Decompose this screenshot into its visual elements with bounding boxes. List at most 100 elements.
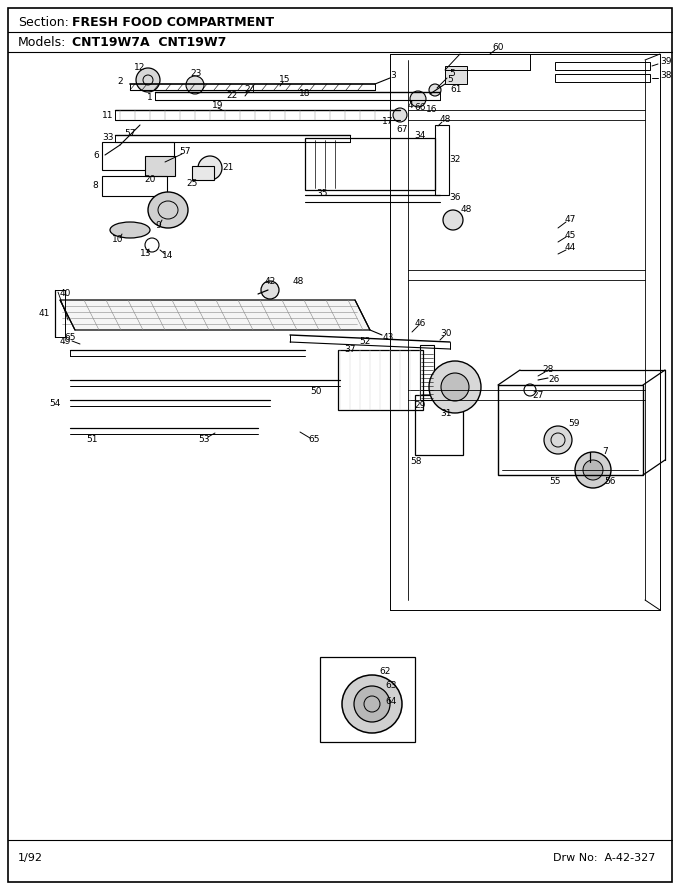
Text: 7: 7 xyxy=(602,448,608,457)
Text: 21: 21 xyxy=(222,164,234,173)
Text: 54: 54 xyxy=(50,399,61,408)
Text: 45: 45 xyxy=(564,231,576,239)
Text: 65: 65 xyxy=(308,435,320,444)
Text: 5: 5 xyxy=(449,69,455,78)
Text: 5: 5 xyxy=(447,76,453,85)
Text: 30: 30 xyxy=(440,329,452,338)
Bar xyxy=(338,350,423,410)
Text: 1/92: 1/92 xyxy=(18,853,43,863)
Ellipse shape xyxy=(136,68,160,92)
Text: 43: 43 xyxy=(382,333,394,342)
Text: 59: 59 xyxy=(568,419,580,428)
Text: 67: 67 xyxy=(396,125,408,134)
Text: 24: 24 xyxy=(244,85,256,94)
Text: 40: 40 xyxy=(59,289,71,298)
Text: 3: 3 xyxy=(390,71,396,80)
Text: 56: 56 xyxy=(605,478,616,487)
Ellipse shape xyxy=(148,192,188,228)
Text: 25: 25 xyxy=(186,180,198,189)
Text: 61: 61 xyxy=(450,85,462,94)
Text: 18: 18 xyxy=(299,88,311,98)
Text: 17: 17 xyxy=(382,117,394,126)
Text: 53: 53 xyxy=(199,435,209,444)
Ellipse shape xyxy=(441,373,469,401)
Text: 27: 27 xyxy=(532,392,544,401)
Polygon shape xyxy=(60,300,370,330)
Bar xyxy=(420,345,434,400)
Text: 28: 28 xyxy=(543,366,554,375)
Text: Models:: Models: xyxy=(18,36,67,48)
Text: 48: 48 xyxy=(292,278,304,287)
Text: 55: 55 xyxy=(549,478,561,487)
Bar xyxy=(555,74,650,82)
Text: CNT19W7A  CNT19W7: CNT19W7A CNT19W7 xyxy=(72,36,226,48)
Text: 57: 57 xyxy=(180,148,191,157)
Text: 29: 29 xyxy=(414,401,426,410)
Text: 42: 42 xyxy=(265,278,275,287)
Ellipse shape xyxy=(110,222,150,238)
Text: 23: 23 xyxy=(190,69,202,78)
Text: 58: 58 xyxy=(410,457,422,466)
Text: 4: 4 xyxy=(407,101,413,110)
Ellipse shape xyxy=(354,686,390,722)
Ellipse shape xyxy=(429,361,481,413)
Bar xyxy=(415,395,463,455)
Ellipse shape xyxy=(393,108,407,122)
Text: 13: 13 xyxy=(140,249,152,258)
Text: 35: 35 xyxy=(316,190,328,198)
Text: 11: 11 xyxy=(102,110,114,119)
Text: 66: 66 xyxy=(414,103,426,112)
Bar xyxy=(305,138,435,190)
Text: 16: 16 xyxy=(426,106,438,115)
Text: 48: 48 xyxy=(460,206,472,214)
Ellipse shape xyxy=(429,84,441,96)
Ellipse shape xyxy=(575,452,611,488)
Text: 65: 65 xyxy=(64,334,75,343)
Text: 46: 46 xyxy=(414,320,426,328)
Text: 41: 41 xyxy=(38,310,50,319)
Text: 50: 50 xyxy=(310,387,322,397)
Text: 47: 47 xyxy=(564,215,576,224)
Text: 12: 12 xyxy=(135,63,146,72)
Text: FRESH FOOD COMPARTMENT: FRESH FOOD COMPARTMENT xyxy=(72,15,274,28)
Text: 20: 20 xyxy=(144,175,156,184)
Bar xyxy=(320,657,415,742)
Bar xyxy=(102,142,174,170)
Text: 57: 57 xyxy=(124,130,136,139)
Text: 37: 37 xyxy=(344,345,356,354)
Bar xyxy=(445,66,467,84)
Text: 52: 52 xyxy=(359,337,371,346)
Text: 39: 39 xyxy=(660,58,671,67)
Text: 48: 48 xyxy=(439,116,451,125)
Text: 10: 10 xyxy=(112,236,124,245)
Text: 2: 2 xyxy=(117,77,123,86)
Text: 51: 51 xyxy=(86,435,98,444)
Text: 44: 44 xyxy=(564,244,576,253)
Ellipse shape xyxy=(186,76,204,94)
Text: 9: 9 xyxy=(155,222,161,231)
Text: 33: 33 xyxy=(102,134,114,142)
Text: 38: 38 xyxy=(660,71,671,80)
Ellipse shape xyxy=(443,210,463,230)
Text: 19: 19 xyxy=(212,101,224,110)
Bar xyxy=(555,62,650,70)
Text: 22: 22 xyxy=(226,91,237,100)
Ellipse shape xyxy=(544,426,572,454)
Bar xyxy=(145,156,175,176)
Text: 31: 31 xyxy=(440,409,452,418)
Text: 8: 8 xyxy=(92,182,98,190)
Text: 64: 64 xyxy=(386,698,396,707)
Bar xyxy=(435,125,449,195)
Ellipse shape xyxy=(410,91,426,107)
Text: 62: 62 xyxy=(379,668,391,676)
Text: 49: 49 xyxy=(59,337,71,346)
Ellipse shape xyxy=(198,156,222,180)
Text: 34: 34 xyxy=(414,132,426,141)
Text: Section:: Section: xyxy=(18,15,69,28)
Text: 15: 15 xyxy=(279,76,291,85)
Bar xyxy=(102,176,167,196)
Text: 60: 60 xyxy=(492,44,504,53)
Ellipse shape xyxy=(342,675,402,733)
Text: Drw No:  A-42-327: Drw No: A-42-327 xyxy=(553,853,655,863)
Text: 14: 14 xyxy=(163,252,173,261)
